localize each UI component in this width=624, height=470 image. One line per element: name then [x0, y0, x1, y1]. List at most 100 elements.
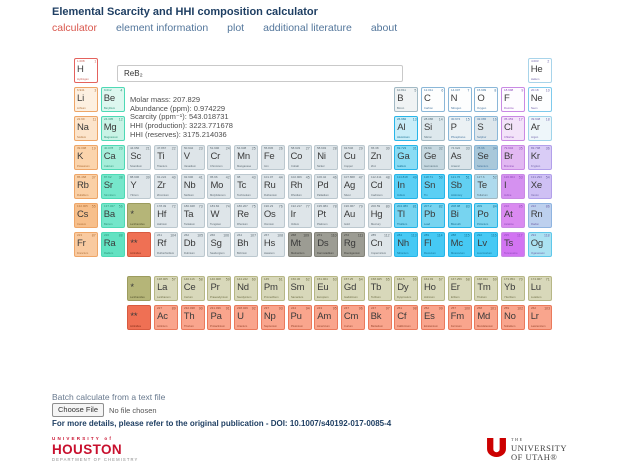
element-tile-Pb[interactable]: 207.2 82 Pb Lead — [420, 203, 445, 228]
element-tile-Pt[interactable]: 195.084 78 Pt Platinum — [314, 203, 339, 228]
element-tile-Og[interactable]: 294 118 Og Oganesson — [527, 232, 552, 257]
element-tile-Al[interactable]: 26.982 13 Al Aluminium — [394, 116, 419, 141]
element-tile-Po[interactable]: 209 84 Po Polonium — [474, 203, 499, 228]
element-tile-Cl[interactable]: 35.453 17 Cl Chlorine — [501, 116, 525, 141]
element-tile-Fe[interactable]: 55.845 26 Fe Iron — [260, 145, 285, 170]
element-tile-Au[interactable]: 196.967 79 Au Gold — [340, 203, 365, 228]
element-tile-Co[interactable]: 58.933 27 Co Cobalt — [287, 145, 312, 170]
element-tile-Pu[interactable]: 244 94 Pu Plutonium — [287, 305, 312, 330]
element-tile-Sr[interactable]: 87.62 38 Sr Strontium — [100, 174, 125, 199]
element-tile-Zn[interactable]: 65.38 30 Zn Zinc — [367, 145, 392, 170]
element-tile-Tb[interactable]: 158.925 65 Tb Terbium — [367, 276, 392, 301]
element-tile-Hg[interactable]: 200.59 80 Hg Mercury — [367, 203, 392, 228]
element-tile-V[interactable]: 50.942 23 V Vanadium — [180, 145, 205, 170]
element-tile-Ho[interactable]: 164.93 67 Ho Holmium — [420, 276, 445, 301]
element-tile-Ag[interactable]: 107.868 47 Ag Silver — [340, 174, 365, 199]
element-tile-Np[interactable]: 237 93 Np Neptunium — [260, 305, 285, 330]
element-tile-Ca[interactable]: 40.078 20 Ca Calcium — [100, 145, 125, 170]
element-tile-Pd[interactable]: 106.42 46 Pd Palladium — [314, 174, 339, 199]
element-tile-Cf[interactable]: 251 98 Cf Californium — [394, 305, 419, 330]
element-tile-Mt[interactable]: 268 109 Mt Meitnerium — [287, 232, 312, 257]
element-tile-O[interactable]: 15.999 8 O Oxygen — [474, 87, 499, 112]
element-tile-Ds[interactable]: 271 110 Ds Darmstadtium — [314, 232, 339, 257]
element-tile-Y[interactable]: 88.906 39 Y Yttrium — [127, 174, 152, 199]
element-tile-I[interactable]: 126.904 53 I Iodine — [501, 174, 525, 199]
element-tile-Te[interactable]: 127.6 52 Te Tellurium — [474, 174, 499, 199]
element-tile-P[interactable]: 30.974 15 P Phosphorus — [447, 116, 472, 141]
element-tile-Lr[interactable]: 262 103 Lr Lawrencium — [527, 305, 552, 330]
element-tile-Sb[interactable]: 121.76 51 Sb Antimony — [447, 174, 472, 199]
element-tile-Bi[interactable]: 208.98 83 Bi Bismuth — [447, 203, 472, 228]
element-tile-Cn[interactable]: 285 112 Cn Copernicium — [367, 232, 392, 257]
element-tile-Tl[interactable]: 204.383 81 Tl Thallium — [394, 203, 419, 228]
element-tile-Md[interactable]: 258 101 Md Mendelevium — [474, 305, 499, 330]
element-tile-Be[interactable]: 9.012 4 Be Beryllium — [100, 87, 125, 112]
element-tile-Rg[interactable]: 272 111 Rg Roentgenium — [340, 232, 365, 257]
element-tile-Ge[interactable]: 72.64 32 Ge Germanium — [420, 145, 445, 170]
element-tile-Db[interactable]: 262 105 Db Dubnium — [180, 232, 205, 257]
element-tile-In[interactable]: 114.818 49 In Indium — [394, 174, 419, 199]
element-tile-Mn[interactable]: 54.938 25 Mn Manganese — [234, 145, 259, 170]
element-tile-Hs[interactable]: 267 108 Hs Hassium — [260, 232, 285, 257]
element-tile-He[interactable]: 4.003 2 He Helium — [527, 58, 552, 83]
element-tile-Ru[interactable]: 101.07 44 Ru Ruthenium — [260, 174, 285, 199]
element-tile-La[interactable]: 138.905 57 La Lanthanum — [154, 276, 179, 301]
element-tile-As[interactable]: 74.922 33 As Arsenic — [447, 145, 472, 170]
element-tile-Pr[interactable]: 140.908 59 Pr Praseodymium — [207, 276, 232, 301]
element-tile-U[interactable]: 238.029 92 U Uranium — [234, 305, 259, 330]
tab-element-information[interactable]: element information — [115, 22, 209, 34]
element-tile-Ta[interactable]: 180.948 73 Ta Tantalum — [180, 203, 205, 228]
element-tile-Es[interactable]: 252 99 Es Einsteinium — [420, 305, 445, 330]
element-tile-Mg[interactable]: 24.305 12 Mg Magnesium — [100, 116, 125, 141]
choose-file-button[interactable]: Choose File — [52, 403, 105, 417]
element-tile-Fm[interactable]: 257 100 Fm Fermium — [447, 305, 472, 330]
element-tile-Ti[interactable]: 47.867 22 Ti Titanium — [154, 145, 179, 170]
element-tile-Br[interactable]: 79.904 35 Br Bromine — [501, 145, 525, 170]
tab-about[interactable]: about — [370, 22, 398, 34]
element-tile-S[interactable]: 32.065 16 S Sulphur — [474, 116, 499, 141]
element-tile-Sc[interactable]: 44.956 21 Sc Scandium — [127, 145, 152, 170]
element-tile-Pm[interactable]: 145 61 Pm Promethium — [260, 276, 285, 301]
element-tile-Cd[interactable]: 112.411 48 Cd Cadmium — [367, 174, 392, 199]
element-tile-Pa[interactable]: 231.036 91 Pa Protactinium — [207, 305, 232, 330]
element-tile-Eu[interactable]: 151.964 63 Eu Europium — [314, 276, 339, 301]
element-tile-Mo[interactable]: 95.96 42 Mo Molybdenum — [207, 174, 232, 199]
element-tile-Ne[interactable]: 20.18 10 Ne Neon — [527, 87, 552, 112]
element-tile-Xe[interactable]: 131.293 54 Xe Xenon — [527, 174, 552, 199]
element-tile-xx[interactable]: ** Actinides — [127, 305, 152, 330]
element-tile-Sm[interactable]: 150.36 62 Sm Samarium — [287, 276, 312, 301]
element-tile-Rb[interactable]: 85.468 37 Rb Rubidium — [74, 174, 98, 199]
element-tile-Lv[interactable]: 292 116 Lv Livermorium — [474, 232, 499, 257]
element-tile-C[interactable]: 12.011 6 C Carbon — [420, 87, 445, 112]
element-tile-Mc[interactable]: 288 115 Mc Moscovium — [447, 232, 472, 257]
element-tile-Tc[interactable]: 98 43 Tc Technetium — [234, 174, 259, 199]
element-tile-Cs[interactable]: 132.905 55 Cs Cesium — [74, 203, 98, 228]
element-tile-Ga[interactable]: 69.723 31 Ga Gallium — [394, 145, 419, 170]
element-tile-Sn[interactable]: 118.71 50 Sn Tin — [420, 174, 445, 199]
element-tile-Yb[interactable]: 173.054 70 Yb Ytterbium — [501, 276, 525, 301]
element-tile-Fl[interactable]: 289 114 Fl Flerovium — [420, 232, 445, 257]
element-tile-Ra[interactable]: 226 88 Ra Radium — [100, 232, 125, 257]
element-tile-Li[interactable]: 6.941 3 Li Lithium — [74, 87, 98, 112]
element-tile-Rh[interactable]: 102.906 45 Rh Rhodium — [287, 174, 312, 199]
element-tile-Lu[interactable]: 174.967 71 Lu Lutetium — [527, 276, 552, 301]
element-tile-Ni[interactable]: 58.693 28 Ni Nickel — [314, 145, 339, 170]
element-tile-Kr[interactable]: 83.798 36 Kr Krypton — [527, 145, 552, 170]
element-tile-Re[interactable]: 186.207 75 Re Rhenium — [234, 203, 259, 228]
element-tile-W[interactable]: 183.84 74 W Tungsten — [207, 203, 232, 228]
element-tile-Si[interactable]: 28.086 14 Si Silicon — [420, 116, 445, 141]
element-tile-Fr[interactable]: 223 87 Fr Francium — [74, 232, 98, 257]
element-tile-Er[interactable]: 167.259 68 Er Erbium — [447, 276, 472, 301]
element-tile-Rn[interactable]: 222 86 Rn Radon — [527, 203, 552, 228]
element-tile-At[interactable]: 210 85 At Astatine — [501, 203, 525, 228]
element-tile-Na[interactable]: 22.99 11 Na Sodium — [74, 116, 98, 141]
element-tile-Bk[interactable]: 247 97 Bk Berkelium — [367, 305, 392, 330]
element-tile-Am[interactable]: 243 95 Am Americium — [314, 305, 339, 330]
tab-additional-literature[interactable]: additional literature — [263, 22, 352, 34]
element-tile-H[interactable]: 1.008 1 H Hydrogen — [74, 58, 98, 83]
element-tile-Nd[interactable]: 144.242 60 Nd Neodymium — [234, 276, 259, 301]
element-tile-Cr[interactable]: 51.996 24 Cr Chromium — [207, 145, 232, 170]
element-tile-Se[interactable]: 78.96 34 Se Selenium — [474, 145, 499, 170]
element-tile-Th[interactable]: 232.038 90 Th Thorium — [180, 305, 205, 330]
tab-plot[interactable]: plot — [227, 22, 245, 34]
